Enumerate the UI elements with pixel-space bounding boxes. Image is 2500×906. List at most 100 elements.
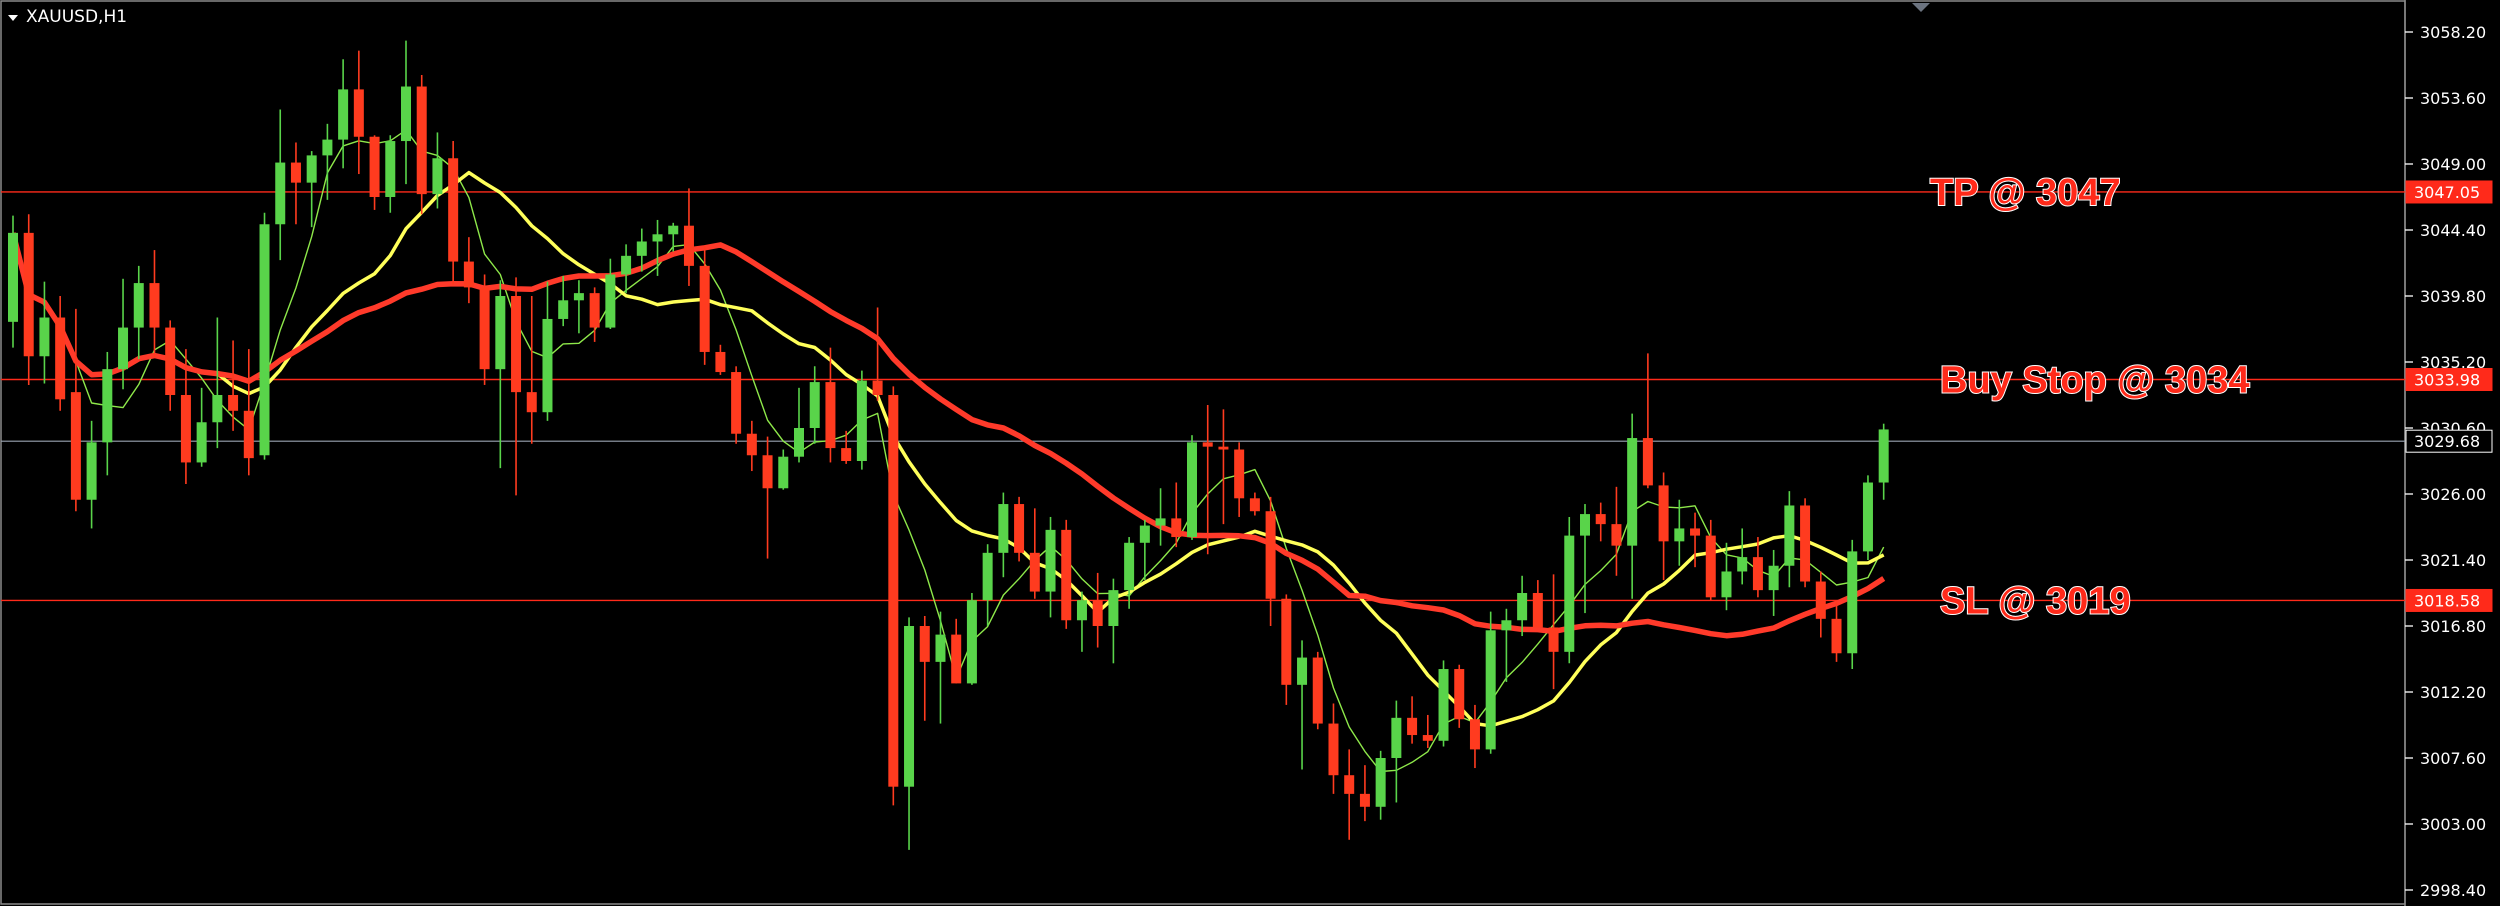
candle-body [212,395,223,423]
candle-body [982,552,993,601]
annotation-sl: SL @ 3019 [1940,581,2131,623]
price-tag-current: 3029.68 [2414,432,2480,451]
candle [1658,472,1669,581]
candle [1831,601,1842,662]
candle [1862,475,1873,560]
candle-body [165,327,176,395]
candle [1045,516,1056,618]
candle-body [275,162,286,225]
chart-shift-marker-icon[interactable] [1912,3,1930,12]
candle [1721,542,1732,611]
candle-body [919,626,930,662]
candle-body [1375,758,1386,807]
candle [1234,442,1245,517]
symbol-header[interactable]: XAUUSD,H1 [8,7,127,27]
candle-body [1674,528,1685,542]
candle [1768,549,1779,616]
candle-body [1014,504,1025,553]
candle [1784,491,1795,588]
candle [1548,574,1559,690]
candle [1800,498,1811,588]
candle [1501,608,1512,682]
candle-body [1642,438,1653,486]
candle-body [511,296,522,393]
candle [699,245,710,365]
candle-body [196,422,207,463]
candle-body [825,382,836,449]
ma-mid-line [11,170,1885,728]
candle-body [1485,630,1496,750]
candle [1422,714,1433,748]
candle-body [463,261,474,288]
candle-body [1422,735,1433,741]
ma-fast-line [12,129,1885,773]
candle-body [353,89,364,137]
candle-body [1391,717,1402,758]
candle [180,349,191,484]
candle [196,387,207,467]
price-tick-label: 3003.00 [2420,815,2486,834]
candle-body [290,162,301,183]
candle-body [479,287,490,370]
candle [448,141,459,285]
candle-body [401,86,411,142]
candle-body [228,395,239,411]
candle [982,544,993,626]
candle-body [1580,514,1590,536]
candle-body [1548,627,1559,652]
candle-body [1454,669,1465,720]
candle-body [683,225,694,266]
candle-body [259,224,270,456]
candle-body [1359,793,1370,807]
candle [1517,575,1528,637]
candle [1344,749,1355,840]
candle-body [1171,518,1182,538]
candle [1014,496,1025,562]
candle-body [133,283,144,328]
candle [1454,664,1465,728]
candle [1139,519,1150,581]
candle-body [86,442,97,500]
candle [1705,519,1716,601]
candle [1580,504,1590,614]
price-tick-label: 3026.00 [2420,485,2486,504]
candle-body [1249,498,1260,512]
candle-body [1768,565,1779,591]
candle [1061,519,1072,629]
dropdown-triangle-icon[interactable] [8,15,18,21]
price-tick-label: 3053.60 [2420,89,2486,108]
candle-body [621,255,632,275]
candle-body [1076,600,1087,621]
candle-body [1108,590,1119,626]
candle [526,296,537,444]
candle-body [1328,723,1339,776]
candle [401,40,411,185]
candle [8,215,18,348]
candle-body [1202,442,1213,447]
level-lines [1,191,2405,602]
candle [1532,580,1543,628]
candle [118,278,129,390]
candle [479,274,490,385]
candle [39,281,50,384]
candle-body [432,158,443,195]
candle-body [1611,524,1622,546]
candle [998,492,1009,578]
candle-body [1878,429,1889,483]
price-tick-label: 3039.80 [2420,287,2486,306]
candle [228,340,239,431]
candle-body [589,293,600,328]
candle [558,275,569,327]
candle-body [1061,529,1072,621]
candle-body [951,634,962,684]
candle [1485,611,1496,754]
candle-body [1265,511,1276,599]
price-tick-label: 3007.60 [2420,749,2486,768]
candle [463,237,474,304]
candle [1218,409,1229,525]
candle-body [1564,535,1575,652]
symbol-label: XAUUSD,H1 [26,7,127,27]
candle-body [1784,505,1795,566]
candle-body [1705,535,1716,598]
